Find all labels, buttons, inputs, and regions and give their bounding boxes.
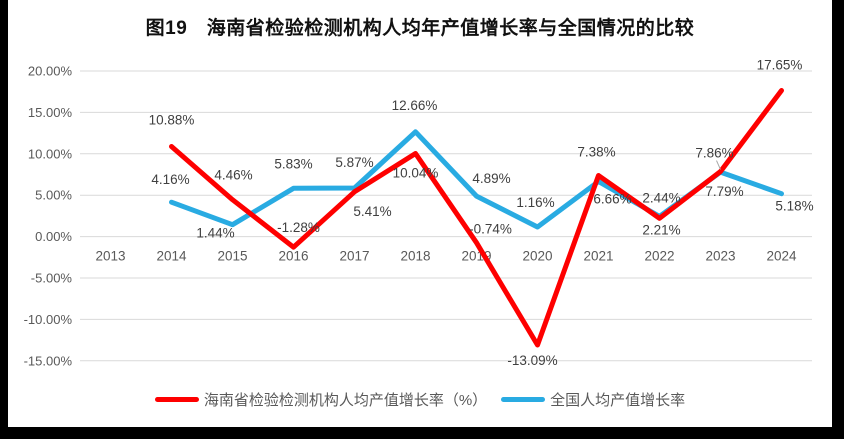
y-axis-tick-label: 0.00% bbox=[35, 229, 72, 244]
data-label: -13.09% bbox=[507, 353, 557, 368]
data-label: 12.66% bbox=[392, 98, 438, 113]
data-label: 5.41% bbox=[353, 204, 391, 219]
x-axis-tick-label: 2014 bbox=[156, 249, 187, 264]
data-label: 5.83% bbox=[274, 156, 312, 171]
data-label: 4.16% bbox=[151, 172, 189, 187]
data-label: 5.87% bbox=[335, 155, 373, 170]
data-label: 7.79% bbox=[705, 184, 743, 199]
data-label: 1.16% bbox=[516, 195, 554, 210]
x-axis-tick-label: 2021 bbox=[583, 249, 613, 264]
right-black-border bbox=[832, 0, 844, 439]
y-axis-tick-label: 10.00% bbox=[28, 146, 73, 161]
x-axis-tick-label: 2023 bbox=[705, 249, 735, 264]
data-label: 5.18% bbox=[775, 199, 813, 214]
y-axis-tick-label: 15.00% bbox=[28, 105, 73, 120]
x-axis-tick-label: 2016 bbox=[278, 249, 308, 264]
legend-label-national: 全国人均产值增长率 bbox=[550, 391, 686, 409]
legend-label-hainan: 海南省检验检测机构人均产值增长率（%） bbox=[203, 391, 488, 409]
data-label: -0.74% bbox=[469, 222, 512, 237]
x-axis-tick-label: 2022 bbox=[644, 249, 674, 264]
y-axis-tick-label: -10.00% bbox=[24, 312, 73, 327]
y-axis-tick-label: 20.00% bbox=[28, 64, 73, 79]
y-axis-tick-label: 5.00% bbox=[35, 188, 72, 203]
x-axis-tick-label: 2024 bbox=[766, 249, 797, 264]
hainan-series-line bbox=[169, 88, 784, 348]
national-series-swatch-line bbox=[501, 396, 546, 402]
x-axis-tick-label: 2018 bbox=[400, 249, 430, 264]
chart-title: 图19 海南省检验检测机构人均年产值增长率与全国情况的比较 bbox=[145, 18, 695, 39]
legend-item-hainan: 海南省检验检测机构人均产值增长率（%） bbox=[154, 389, 488, 410]
data-label: 4.46% bbox=[214, 168, 252, 183]
data-label: 2.44% bbox=[642, 190, 680, 205]
chart-legend: 海南省检验检测机构人均产值增长率（%） 全国人均产值增长率 bbox=[8, 388, 832, 410]
data-label: 10.88% bbox=[149, 113, 195, 128]
data-label-leader-line bbox=[716, 160, 721, 170]
data-label: 4.89% bbox=[472, 171, 510, 186]
data-label: 7.38% bbox=[577, 144, 615, 159]
hainan-series-swatch-line bbox=[154, 396, 199, 402]
x-axis-tick-label: 2017 bbox=[339, 249, 369, 264]
data-label: -1.28% bbox=[277, 220, 320, 235]
data-label: 6.66% bbox=[593, 191, 631, 206]
legend-item-national: 全国人均产值增长率 bbox=[501, 389, 685, 410]
data-label: 2.21% bbox=[642, 222, 680, 237]
y-axis-tick-label: -5.00% bbox=[31, 271, 73, 286]
y-axis-tick-label: -15.00% bbox=[24, 353, 73, 368]
data-label: 10.04% bbox=[393, 165, 439, 180]
data-label: 1.44% bbox=[196, 226, 234, 241]
data-label: 17.65% bbox=[757, 57, 803, 72]
left-black-border bbox=[0, 0, 8, 439]
x-axis-tick-label: 2013 bbox=[95, 249, 125, 264]
x-axis-tick-label: 2015 bbox=[217, 249, 247, 264]
bottom-black-border bbox=[0, 427, 844, 439]
data-label: 7.86% bbox=[695, 146, 733, 161]
x-axis-tick-label: 2020 bbox=[522, 249, 552, 264]
